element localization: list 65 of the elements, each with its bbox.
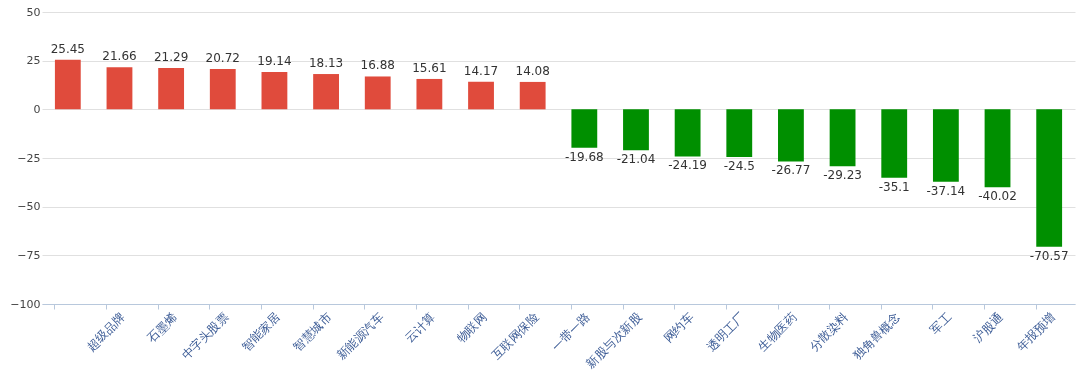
bar bbox=[54, 59, 81, 110]
x-tick-label: 中字头股票 bbox=[178, 310, 232, 363]
x-tick-label: 一带一路 bbox=[548, 310, 593, 354]
data-label: -35.1 bbox=[878, 179, 910, 194]
bar bbox=[1036, 109, 1063, 247]
x-tick-label: 超级品牌 bbox=[84, 310, 128, 354]
data-label: 25.45 bbox=[50, 41, 85, 56]
bar bbox=[416, 78, 443, 110]
data-label: 16.88 bbox=[360, 58, 395, 73]
data-label: 14.08 bbox=[515, 63, 550, 78]
bar bbox=[158, 67, 185, 110]
data-label: -24.19 bbox=[668, 158, 707, 173]
data-label: -26.77 bbox=[771, 163, 811, 178]
data-label: -40.02 bbox=[978, 189, 1017, 204]
y-tick-label: −100 bbox=[10, 297, 41, 311]
y-tick-label: 50 bbox=[26, 5, 41, 19]
bar bbox=[571, 109, 598, 148]
bar bbox=[209, 69, 236, 110]
x-tick-label: 云计算 bbox=[402, 310, 438, 346]
x-tick-label: 物联网 bbox=[454, 310, 490, 346]
x-tick-label: 石墨烯 bbox=[144, 310, 180, 346]
bar bbox=[519, 81, 546, 110]
bar bbox=[106, 67, 133, 110]
x-tick-label: 透明工厂 bbox=[703, 310, 748, 354]
x-tick-label: 年报预增 bbox=[1013, 310, 1058, 354]
bar bbox=[932, 109, 959, 182]
y-tick-label: 0 bbox=[33, 102, 41, 116]
x-tick-label: 生物医药 bbox=[755, 310, 800, 354]
data-label: 20.72 bbox=[205, 51, 240, 65]
data-label: 21.66 bbox=[102, 49, 137, 64]
data-label: -37.14 bbox=[926, 183, 966, 198]
bar bbox=[726, 109, 753, 158]
data-label: -24.5 bbox=[723, 159, 755, 174]
bar bbox=[829, 109, 856, 167]
data-label: 21.29 bbox=[153, 49, 189, 64]
bar bbox=[881, 109, 908, 178]
bar bbox=[364, 76, 391, 110]
data-label: 19.14 bbox=[257, 54, 292, 69]
y-tick-label: −75 bbox=[17, 248, 41, 262]
bar bbox=[778, 109, 804, 162]
x-tick-label: 独角兽概念 bbox=[850, 310, 903, 363]
data-label: 14.17 bbox=[463, 63, 499, 78]
x-tick-label: 沪股通 bbox=[970, 310, 1007, 346]
x-tick-label: 智慧城市 bbox=[290, 310, 335, 354]
y-tick-label: 25 bbox=[26, 54, 41, 68]
data-label: 15.61 bbox=[412, 60, 447, 75]
x-tick-label: 军工 bbox=[927, 310, 955, 337]
bar bbox=[623, 109, 649, 151]
bar bbox=[313, 74, 339, 110]
data-label: 18.13 bbox=[308, 56, 344, 71]
y-tick-label: −50 bbox=[17, 200, 41, 214]
data-label: -21.04 bbox=[616, 152, 656, 167]
bar bbox=[674, 109, 701, 157]
x-tick-label: 互联网保险 bbox=[488, 310, 542, 363]
x-tick-label: 智能家居 bbox=[239, 310, 283, 354]
data-label: -29.23 bbox=[823, 168, 862, 183]
bar bbox=[261, 72, 288, 110]
y-tick-label: −25 bbox=[17, 151, 41, 165]
x-tick-label: 新能源汽车 bbox=[333, 310, 387, 363]
bar bbox=[468, 81, 494, 110]
data-label: -19.68 bbox=[564, 149, 604, 164]
x-tick-label: 分散染料 bbox=[807, 310, 852, 354]
x-tick-label: 网约车 bbox=[660, 310, 697, 346]
data-label: -70.57 bbox=[1029, 248, 1069, 263]
bar bbox=[984, 109, 1011, 188]
